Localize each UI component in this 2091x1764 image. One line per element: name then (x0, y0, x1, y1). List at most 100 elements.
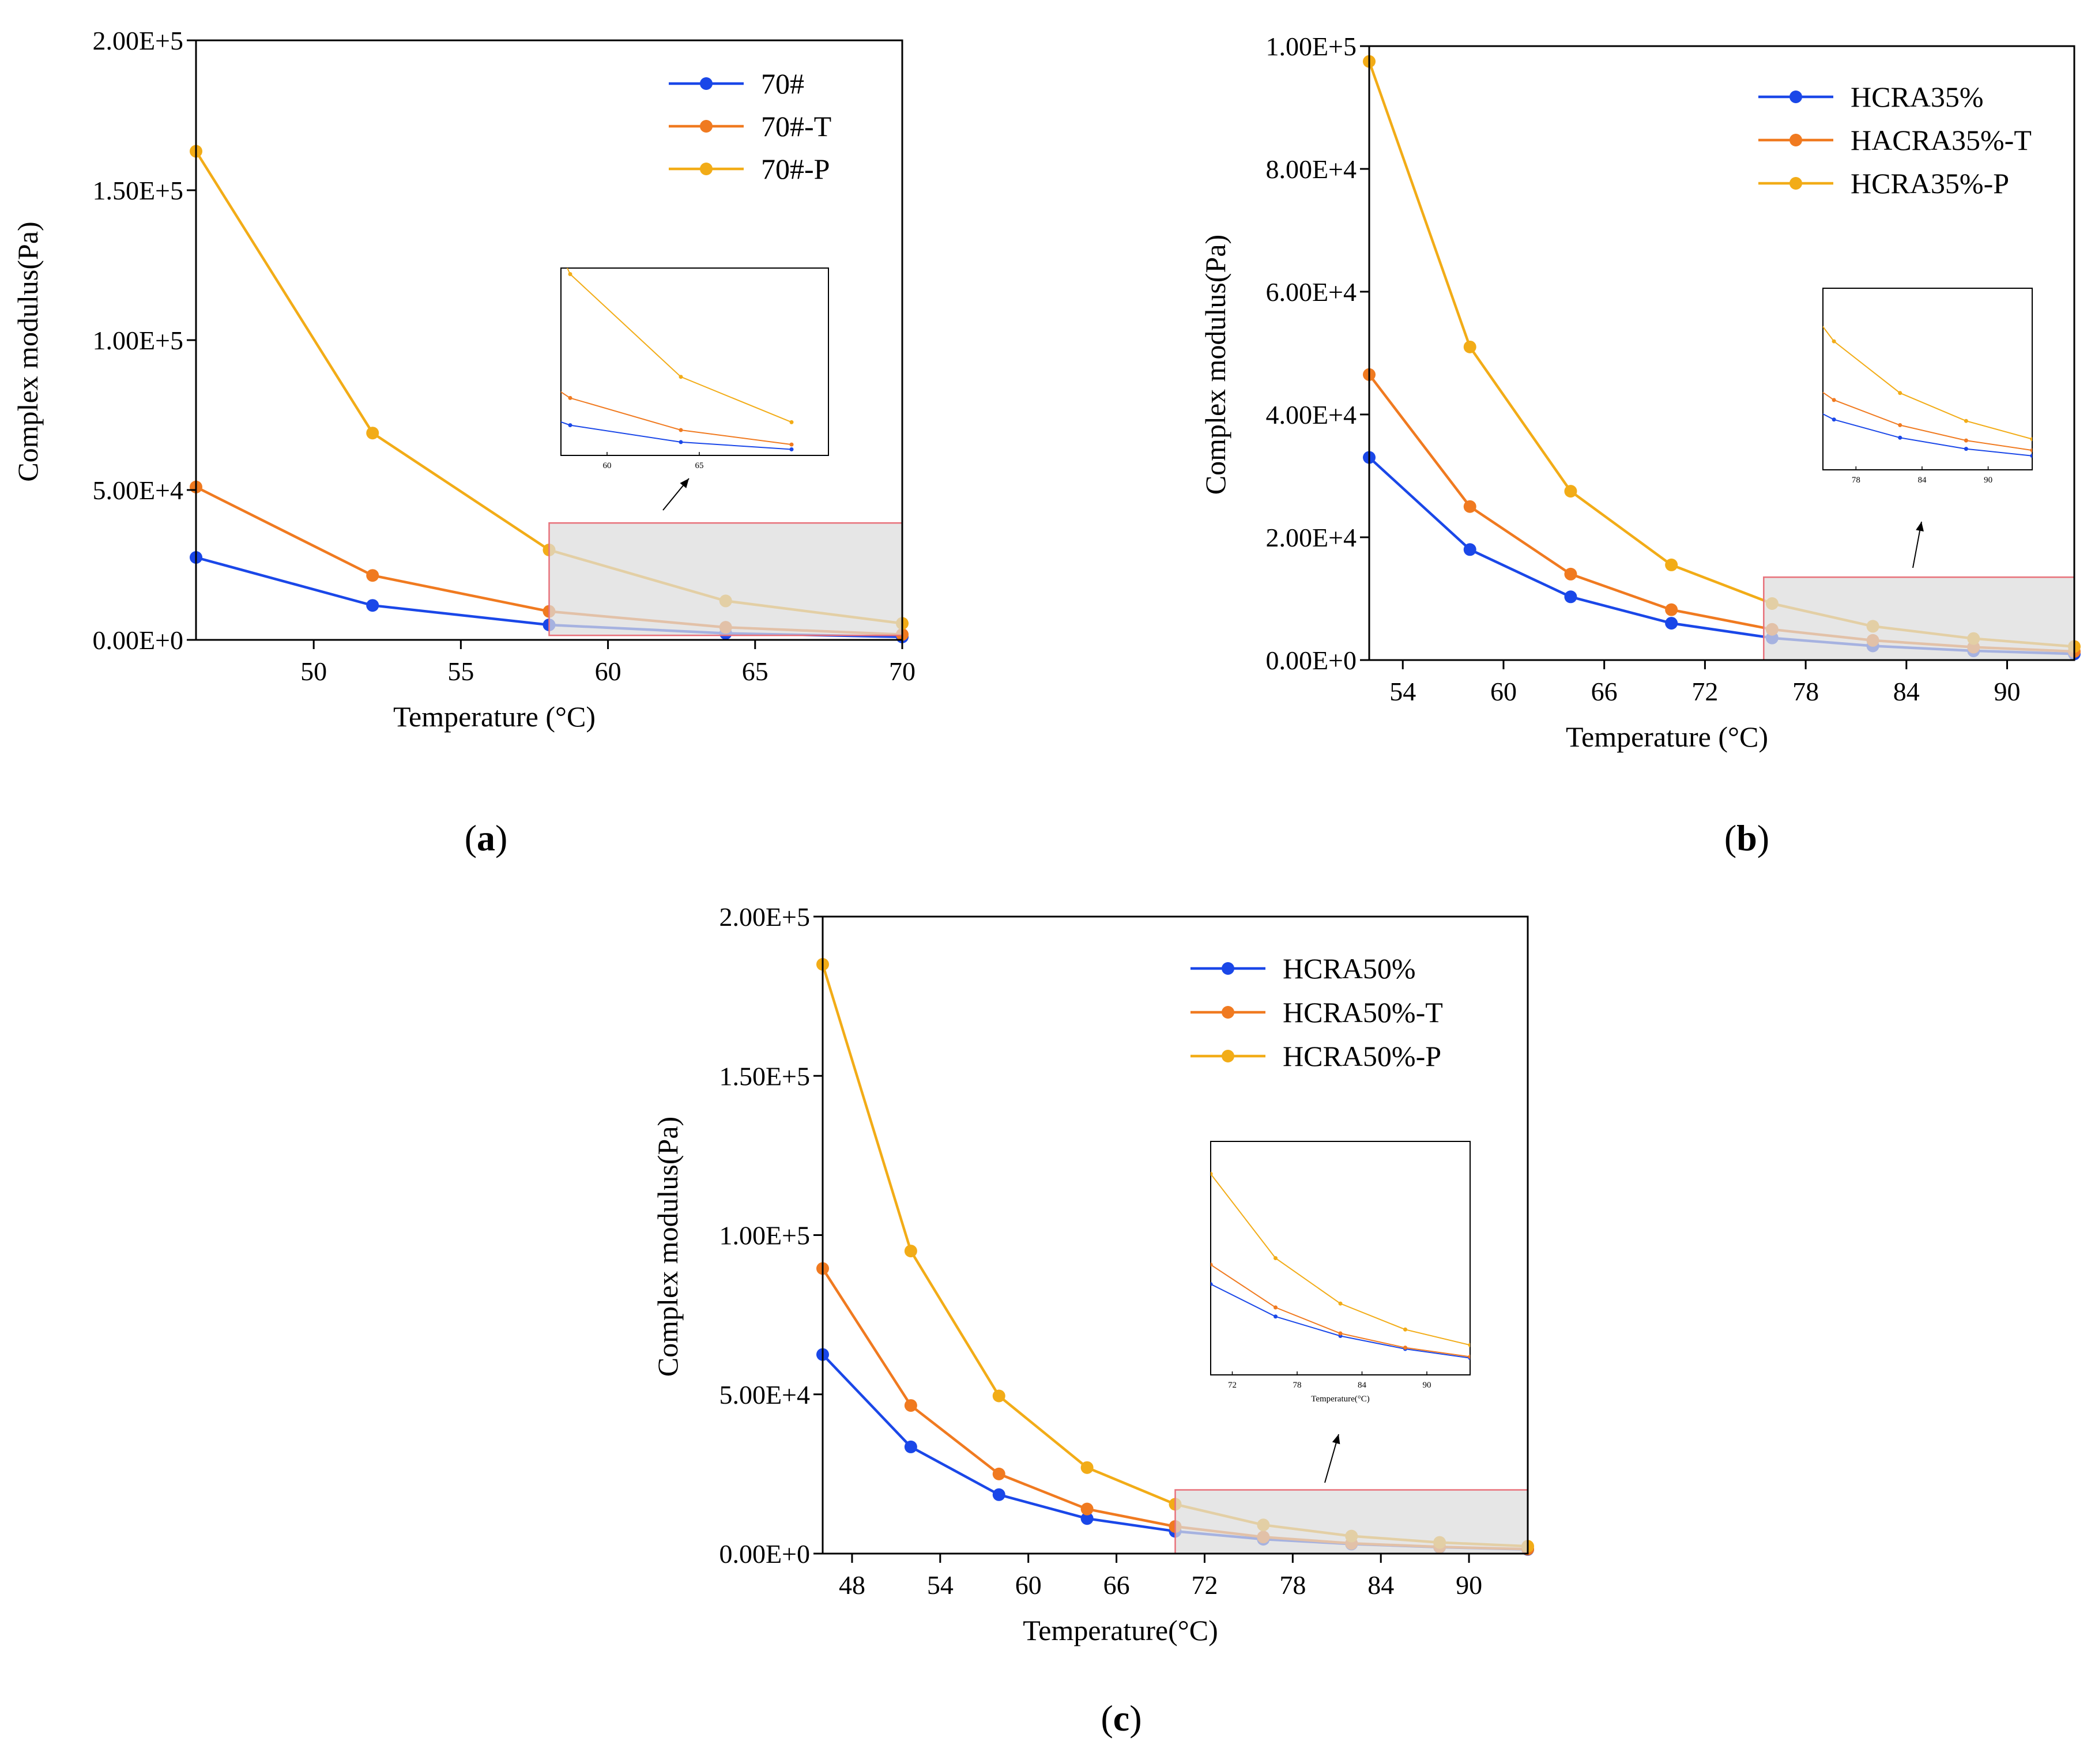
inset-data-point-HCRA50%-P-94 (1468, 1343, 1470, 1347)
inset-plot (1144, 1171, 1470, 1360)
inset-data-point-HACRA35%-T-94 (2030, 448, 2032, 453)
inset-x-tick-label: 84 (1917, 476, 1927, 485)
panel-label-letter: a (477, 817, 495, 858)
inset-series-line-70#-P (566, 268, 792, 423)
panel-label-open: ( (1101, 1698, 1113, 1739)
inset-data-point-70#-T-52 (458, 323, 462, 327)
legend-label-70#-P: 70#-P (761, 153, 830, 185)
x-tick-label: 50 (300, 657, 327, 686)
legend-marker-HCRA50%-P (1222, 1050, 1234, 1062)
inset-data-point-HCRA50%-70 (1211, 1282, 1213, 1286)
inset-data-point-HCRA35%-70 (1766, 384, 1770, 388)
inset-x-tick-label: 60 (603, 461, 612, 470)
inset-series-line-70# (561, 421, 792, 450)
data-point-HCRA50%-52 (904, 1440, 917, 1453)
x-tick-label: 78 (1279, 1570, 1306, 1600)
inset-data-point-HCRA35%-P-76 (1832, 339, 1836, 344)
data-point-70#-T-52 (366, 569, 379, 582)
inset-x-tick-label: 90 (1423, 1381, 1431, 1390)
inset-frame (1822, 288, 2033, 470)
data-point-70#-P-52 (366, 427, 379, 440)
data-point-HCRA50%-P-64 (1080, 1461, 1094, 1474)
legend-label-70#: 70# (761, 67, 804, 100)
data-point-HCRA35%-64 (1564, 590, 1577, 604)
x-tick-label: 84 (1893, 677, 1920, 706)
inset-data-point-HCRA35%-94 (2030, 454, 2032, 458)
inset-data-point-HCRA50%-76 (1274, 1314, 1278, 1319)
panel-label: (b) (1724, 817, 1769, 858)
y-axis-label: Complex modulus(Pa) (1199, 235, 1231, 495)
legend-marker-HACRA35%-T (1789, 134, 1802, 146)
y-tick-label: 8.00E+4 (1265, 154, 1357, 184)
x-tick-label: 66 (1103, 1570, 1130, 1600)
x-tick-label: 55 (447, 657, 474, 686)
inset-frame (1210, 1141, 1471, 1375)
y-tick-label: 0.00E+0 (719, 1539, 810, 1569)
inset-x-tick-label: 90 (1984, 476, 1992, 485)
x-tick-label: 72 (1691, 677, 1718, 706)
plot-frame (1368, 45, 2075, 661)
data-point-HCRA35%-P-58 (1463, 340, 1476, 353)
inset-data-point-HACRA35%-T-70 (1766, 353, 1770, 357)
inset-data-point-HCRA35%-P-94 (2030, 437, 2032, 442)
x-tick-label: 66 (1591, 677, 1618, 706)
inset-data-point-HCRA50%-P-82 (1338, 1301, 1343, 1306)
x-axis-label: Temperature (°C) (1566, 721, 1768, 753)
legend-marker-HCRA50%-T (1222, 1006, 1234, 1019)
legend-marker-70#-P (700, 163, 713, 175)
y-tick-label: 1.00E+5 (92, 326, 183, 355)
inset-data-point-70#-T-58 (568, 395, 572, 400)
inset-data-point-70#-52 (458, 384, 462, 388)
inset-data-point-HCRA35%-76 (1832, 417, 1836, 422)
x-tick-label: 70 (889, 657, 915, 686)
data-point-HCRA50%-T-52 (904, 1399, 917, 1412)
zoom-region (1174, 1489, 1529, 1555)
x-tick-label: 60 (1490, 677, 1517, 706)
inset-series-line-70#-T (561, 391, 792, 446)
inset-x-tick-label: 84 (1358, 1381, 1367, 1390)
inset-data-point-70#-P-64 (679, 375, 683, 379)
inset-data-point-70#-70 (789, 447, 794, 452)
legend-label-HCRA50%: HCRA50% (1283, 952, 1416, 985)
legend-marker-HCRA35%-P (1789, 177, 1802, 190)
data-point-HCRA35%-70 (1665, 617, 1678, 630)
zoom-region (1763, 576, 2075, 661)
data-point-HCRA50%-P-58 (992, 1389, 1005, 1403)
inset-data-point-HCRA50%-T-88 (1403, 1345, 1407, 1350)
inset-x-tick-label: 78 (1852, 476, 1860, 485)
inset-x-axis-label: Temperature(°C) (1311, 1394, 1370, 1404)
data-point-HCRA35%-P-70 (1665, 558, 1678, 571)
y-tick-label: 4.00E+4 (1265, 400, 1357, 429)
data-point-HCRA50%-T-58 (992, 1467, 1005, 1480)
y-tick-label: 0.00E+0 (1265, 646, 1357, 675)
inset-data-point-HCRA50%-P-76 (1274, 1256, 1278, 1260)
y-axis-label: Complex modulus(Pa) (651, 1117, 684, 1377)
inset-x-tick-label: 65 (695, 461, 704, 470)
inset-data-point-HACRA35%-T-88 (1964, 438, 1968, 443)
inset-data-point-HCRA35%-P-88 (1964, 419, 1968, 423)
inset-x-tick-label: 78 (1293, 1381, 1302, 1390)
inset-data-point-HCRA50%-T-94 (1468, 1355, 1470, 1359)
x-tick-label: 54 (927, 1570, 954, 1600)
y-tick-label: 5.00E+4 (719, 1380, 810, 1409)
y-tick-label: 2.00E+5 (92, 26, 183, 55)
x-tick-label: 48 (839, 1570, 865, 1600)
inset-data-point-HCRA35%-P-70 (1766, 251, 1770, 255)
inset-data-point-HCRA50%-P-88 (1403, 1327, 1407, 1332)
panel-label: (a) (465, 817, 508, 858)
x-tick-label: 60 (1015, 1570, 1042, 1600)
x-tick-label: 90 (1994, 677, 2021, 706)
data-point-HACRA35%-T-70 (1665, 603, 1678, 616)
x-axis-label: Temperature (°C) (393, 700, 596, 733)
inset-data-point-70#-64 (679, 440, 683, 444)
legend-label-70#-T: 70#-T (761, 110, 831, 142)
inset-data-point-HCRA50%-64 (1144, 1230, 1148, 1234)
inset-data-point-HACRA35%-T-76 (1832, 398, 1836, 402)
y-tick-label: 5.00E+4 (92, 476, 183, 505)
inset-series-line-HCRA50% (1211, 1283, 1470, 1359)
y-axis-label: Complex modulus(Pa) (12, 221, 44, 481)
inset-plot (458, 268, 794, 452)
x-tick-label: 54 (1389, 677, 1416, 706)
inset-data-point-HCRA35%-82 (1898, 435, 1902, 440)
data-point-HCRA50%-P-52 (904, 1245, 917, 1258)
